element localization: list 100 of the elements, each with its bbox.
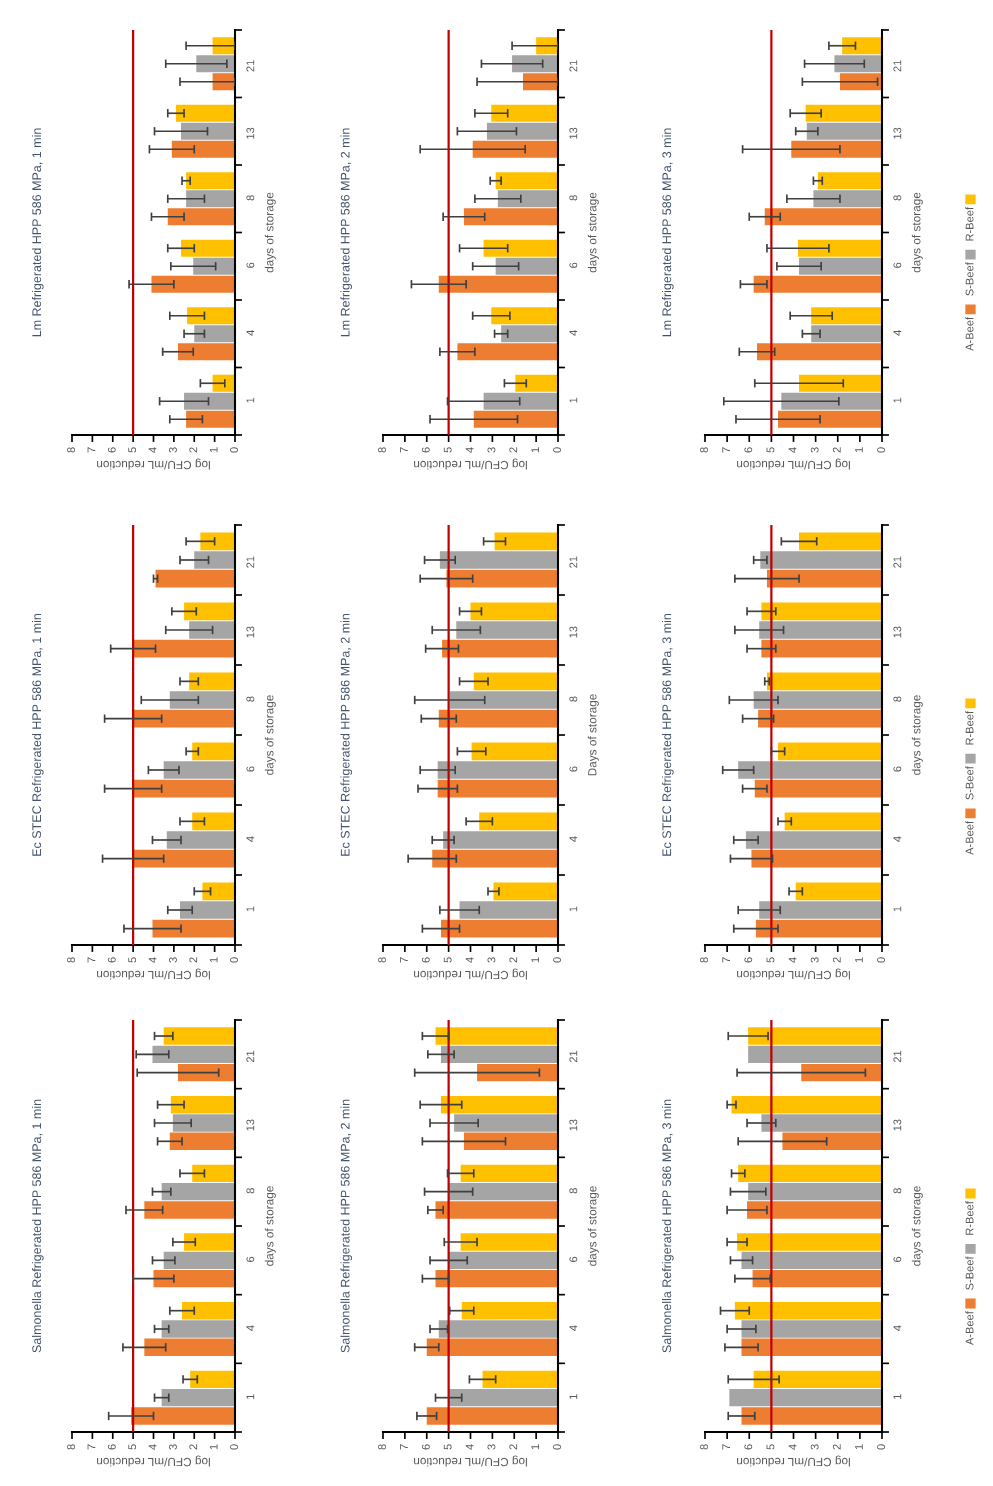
- bar: [193, 257, 235, 275]
- x-tick-label: 8: [67, 447, 75, 453]
- bar: [748, 1027, 882, 1045]
- bar: [477, 1063, 558, 1082]
- bar: [435, 1269, 558, 1288]
- bar: [483, 239, 558, 257]
- bar: [495, 257, 558, 275]
- x-tick-label: 2: [189, 957, 198, 963]
- y-tick-label: 13: [893, 1119, 902, 1131]
- text: Salmonella Refrigerated HPP 586 MPa, 3 min: [662, 1099, 674, 1353]
- x-tick-label: 0: [553, 1444, 561, 1450]
- y-tick-label: 6: [893, 1256, 902, 1262]
- x-tick-label: 3: [487, 957, 496, 963]
- x-tick-label: 4: [788, 447, 797, 453]
- x-axis-title: log CFU/mL reduction: [97, 968, 210, 980]
- bar: [192, 1164, 235, 1183]
- bar: [435, 1027, 558, 1045]
- x-tick-label: 3: [810, 447, 819, 453]
- bar: [781, 392, 882, 410]
- y-tick-label: 6: [569, 1256, 578, 1262]
- y-tick-label: 13: [569, 1119, 578, 1131]
- x-tick-label: 7: [400, 1444, 408, 1450]
- y-tick-label: 13: [569, 626, 578, 638]
- bar: [194, 325, 235, 343]
- bar: [760, 551, 882, 569]
- bar: [756, 343, 882, 361]
- x-tick-label: 7: [722, 1444, 730, 1450]
- bar: [473, 410, 558, 428]
- y-tick-label: 21: [569, 1050, 578, 1063]
- bar: [795, 882, 882, 901]
- bar: [782, 1132, 882, 1151]
- bar: [144, 1338, 235, 1357]
- x-tick-label: 1: [209, 957, 218, 963]
- x-tick-label: 2: [509, 1444, 518, 1450]
- y-tick-label: 1: [246, 906, 255, 912]
- bar: [842, 37, 882, 55]
- x-tick-label: 7: [400, 957, 408, 963]
- y-tick-label: 8: [569, 696, 578, 702]
- bar: [456, 621, 558, 639]
- bar: [764, 208, 882, 226]
- x-tick-label: 6: [744, 957, 753, 963]
- x-tick-label: 1: [531, 957, 539, 963]
- bar: [432, 849, 558, 868]
- y-tick-label: 21: [246, 60, 255, 72]
- legend-label: S-Beef: [965, 262, 974, 296]
- bar: [515, 374, 558, 392]
- y-tick-label: 8: [893, 1188, 902, 1194]
- text: Lm Refrigerated HPP 586 MPa, 3 min: [662, 128, 674, 337]
- bar: [748, 1045, 882, 1064]
- bar: [761, 602, 882, 621]
- x-tick-label: 8: [378, 447, 386, 453]
- bar: [817, 172, 882, 190]
- y-tick-label: 1: [893, 1394, 902, 1399]
- y-tick-label: 8: [246, 195, 255, 201]
- x-tick-label: 0: [877, 1444, 885, 1450]
- y-axis-title: Days of storage: [587, 694, 599, 776]
- y-axis-title: days of storage: [264, 1186, 276, 1266]
- y-tick-label: 13: [893, 626, 902, 638]
- bar: [737, 1233, 882, 1251]
- bar: [745, 831, 882, 849]
- bar: [460, 1164, 558, 1183]
- x-tick-label: 7: [722, 447, 730, 453]
- bar: [460, 1233, 558, 1251]
- legend-label: R-Beef: [965, 206, 974, 241]
- x-tick-label: 1: [209, 447, 218, 453]
- x-tick-label: 0: [877, 447, 885, 453]
- x-tick-label: 3: [487, 447, 496, 453]
- bar: [741, 1320, 882, 1338]
- bar: [471, 742, 558, 761]
- bar: [161, 1320, 235, 1338]
- x-tick-label: 5: [766, 447, 775, 453]
- bar: [753, 1370, 882, 1389]
- x-tick-label: 3: [487, 1444, 496, 1450]
- bar: [753, 691, 882, 709]
- y-tick-label: 1: [893, 397, 902, 403]
- legend-label: R-Beef: [965, 1201, 974, 1235]
- bar: [426, 1407, 558, 1425]
- bar: [437, 761, 558, 779]
- bar: [133, 779, 235, 798]
- bar: [738, 761, 882, 779]
- y-tick-label: 4: [246, 836, 255, 842]
- bar: [741, 1251, 882, 1270]
- bar: [738, 1164, 882, 1183]
- y-tick-label: 4: [893, 836, 902, 842]
- bar: [448, 1388, 558, 1407]
- bar: [753, 275, 882, 293]
- bar: [192, 742, 235, 761]
- bar: [163, 1027, 235, 1045]
- x-tick-label: 6: [744, 1444, 753, 1450]
- bar: [752, 1269, 882, 1288]
- bar: [799, 374, 882, 392]
- bar: [152, 1045, 235, 1064]
- bar: [186, 190, 235, 208]
- bar: [437, 779, 558, 798]
- y-tick-label: 6: [569, 766, 578, 772]
- x-tick-label: 5: [443, 957, 452, 963]
- bar: [491, 307, 558, 325]
- x-tick-label: 1: [855, 1444, 863, 1450]
- y-axis-title: days of storage: [587, 1186, 599, 1266]
- bar: [759, 901, 882, 919]
